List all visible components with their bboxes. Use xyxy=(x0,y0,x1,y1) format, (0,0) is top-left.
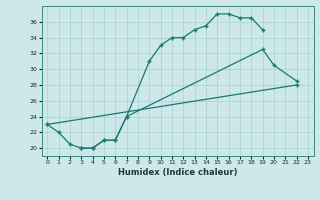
X-axis label: Humidex (Indice chaleur): Humidex (Indice chaleur) xyxy=(118,168,237,177)
